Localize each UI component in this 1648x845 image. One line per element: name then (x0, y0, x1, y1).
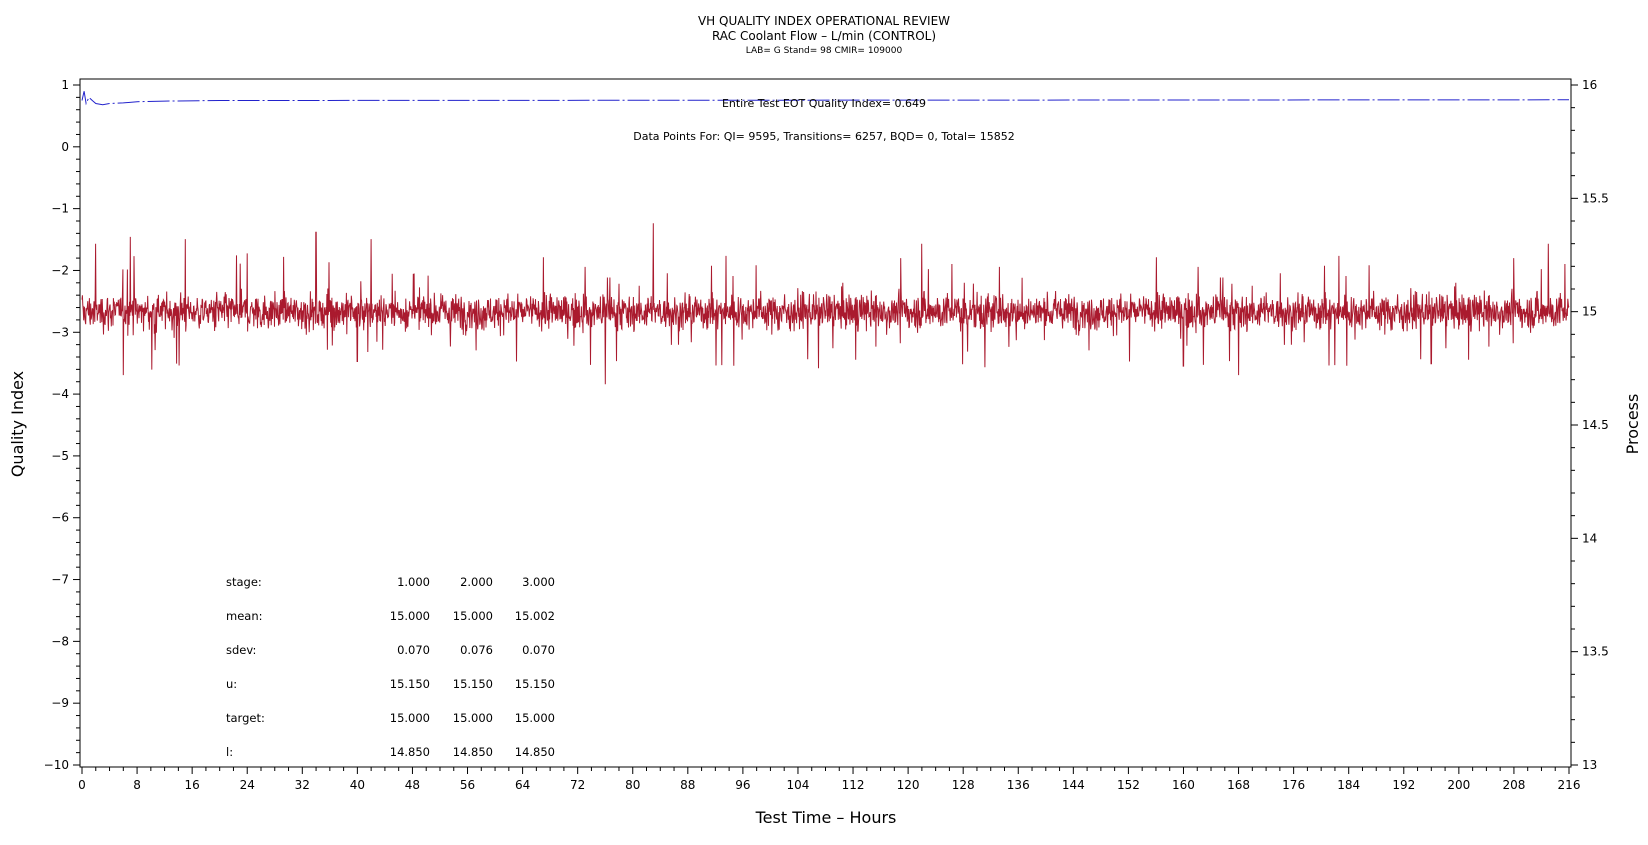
x-tick-label: 24 (240, 778, 255, 792)
x-tick-label: 72 (570, 778, 585, 792)
y-axis-left-label: Quality Index (8, 371, 27, 477)
y-left-tick-label: −7 (51, 573, 69, 587)
y-left-tick-label: 1 (61, 78, 69, 92)
y-left-tick-label: −6 (51, 511, 69, 525)
x-tick-label: 144 (1062, 778, 1085, 792)
stats-value: 15.150 (390, 677, 430, 691)
x-axis-label: Test Time – Hours (755, 808, 897, 827)
y-left-tick-label: −2 (51, 263, 69, 277)
quality-index-line (81, 91, 1570, 106)
x-tick-label: 48 (405, 778, 420, 792)
stats-value: 0.070 (397, 643, 430, 657)
y-right-tick-label: 13 (1582, 758, 1597, 772)
chart-subtitle-2: LAB= G Stand= 98 CMIR= 109000 (746, 46, 903, 56)
x-tick-label: 32 (295, 778, 310, 792)
y-left-tick-label: −4 (51, 387, 69, 401)
y-axis-left: 1 0 −1 −2 −3 −4 −5 −6 −7 −8 −9 −10 (44, 78, 80, 772)
stats-row-label: stage: (226, 575, 262, 589)
stats-value: 0.070 (522, 643, 555, 657)
x-tick-label: 80 (625, 778, 640, 792)
x-tick-label: 0 (78, 778, 86, 792)
x-tick-label: 136 (1007, 778, 1030, 792)
x-tick-label: 40 (350, 778, 365, 792)
stats-value: 15.000 (390, 711, 430, 725)
quality-index-series (81, 91, 1570, 106)
stats-value: 1.000 (397, 575, 430, 589)
x-tick-label: 56 (460, 778, 475, 792)
stats-value: 15.150 (515, 677, 555, 691)
x-tick-label: 152 (1117, 778, 1140, 792)
y-axis-right-label: Process (1623, 394, 1642, 455)
y-left-tick-label: −8 (51, 634, 69, 648)
chart-subtitle: RAC Coolant Flow – L/min (CONTROL) (712, 29, 936, 43)
stats-value: 14.850 (453, 745, 493, 759)
x-tick-label: 112 (842, 778, 865, 792)
y-right-tick-label: 14.5 (1582, 418, 1609, 432)
x-tick-label: 120 (897, 778, 920, 792)
x-tick-label: 104 (787, 778, 810, 792)
stats-row-label: l: (226, 745, 233, 759)
x-tick-label: 216 (1558, 778, 1581, 792)
stats-value: 15.000 (453, 711, 493, 725)
annotation-data-points: Data Points For: QI= 9595, Transitions= … (633, 130, 1015, 143)
x-tick-label: 160 (1172, 778, 1195, 792)
stats-value: 14.850 (390, 745, 430, 759)
y-right-tick-label: 13.5 (1582, 645, 1609, 659)
y-right-tick-label: 14 (1582, 531, 1597, 545)
y-left-tick-label: −1 (51, 202, 69, 216)
y-right-tick-label: 15.5 (1582, 191, 1609, 205)
stats-value: 15.150 (453, 677, 493, 691)
y-left-tick-label: −9 (51, 696, 69, 710)
y-left-tick-label: 0 (61, 140, 69, 154)
y-left-tick-label: −5 (51, 449, 69, 463)
x-tick-label: 88 (680, 778, 695, 792)
y-left-tick-label: −10 (44, 758, 69, 772)
y-right-tick-label: 15 (1582, 305, 1597, 319)
process-line (81, 223, 1570, 385)
stats-row-label: u: (226, 677, 237, 691)
annotation-eot-quality-index: Entire Test EOT Quality Index= 0.649 (722, 97, 926, 110)
x-tick-label: 176 (1282, 778, 1305, 792)
stats-value: 15.000 (515, 711, 555, 725)
x-tick-label: 168 (1227, 778, 1250, 792)
x-tick-label: 64 (515, 778, 530, 792)
chart-title: VH QUALITY INDEX OPERATIONAL REVIEW (698, 14, 950, 28)
stats-table: stage: 1.000 2.000 3.000 mean: 15.000 15.000 15… (226, 575, 555, 759)
x-tick-label: 200 (1447, 778, 1470, 792)
process-series (81, 223, 1570, 385)
y-right-tick-label: 16 (1582, 78, 1597, 92)
stats-value: 2.000 (460, 575, 493, 589)
x-axis: 0 8 16 24 32 40 48 56 64 72 80 88 96 104 112 120 128 136 1… (78, 767, 1580, 792)
y-axis-right: 16 15.5 15 14.5 14 13.5 13 (1571, 78, 1609, 772)
stats-value: 15.002 (515, 609, 555, 623)
stats-row-label: target: (226, 711, 265, 725)
stats-value: 15.000 (390, 609, 430, 623)
y-left-tick-label: −3 (51, 325, 69, 339)
stats-row-label: mean: (226, 609, 263, 623)
stats-value: 14.850 (515, 745, 555, 759)
x-tick-label: 208 (1502, 778, 1525, 792)
plot-frame (79, 78, 1572, 768)
x-tick-label: 128 (952, 778, 975, 792)
x-tick-label: 8 (133, 778, 141, 792)
x-tick-label: 16 (185, 778, 200, 792)
stats-value: 15.000 (453, 609, 493, 623)
stats-value: 0.076 (460, 643, 493, 657)
x-tick-label: 184 (1337, 778, 1360, 792)
x-tick-label: 96 (735, 778, 750, 792)
x-tick-label: 192 (1392, 778, 1415, 792)
stats-value: 3.000 (522, 575, 555, 589)
stats-row-label: sdev: (226, 643, 256, 657)
